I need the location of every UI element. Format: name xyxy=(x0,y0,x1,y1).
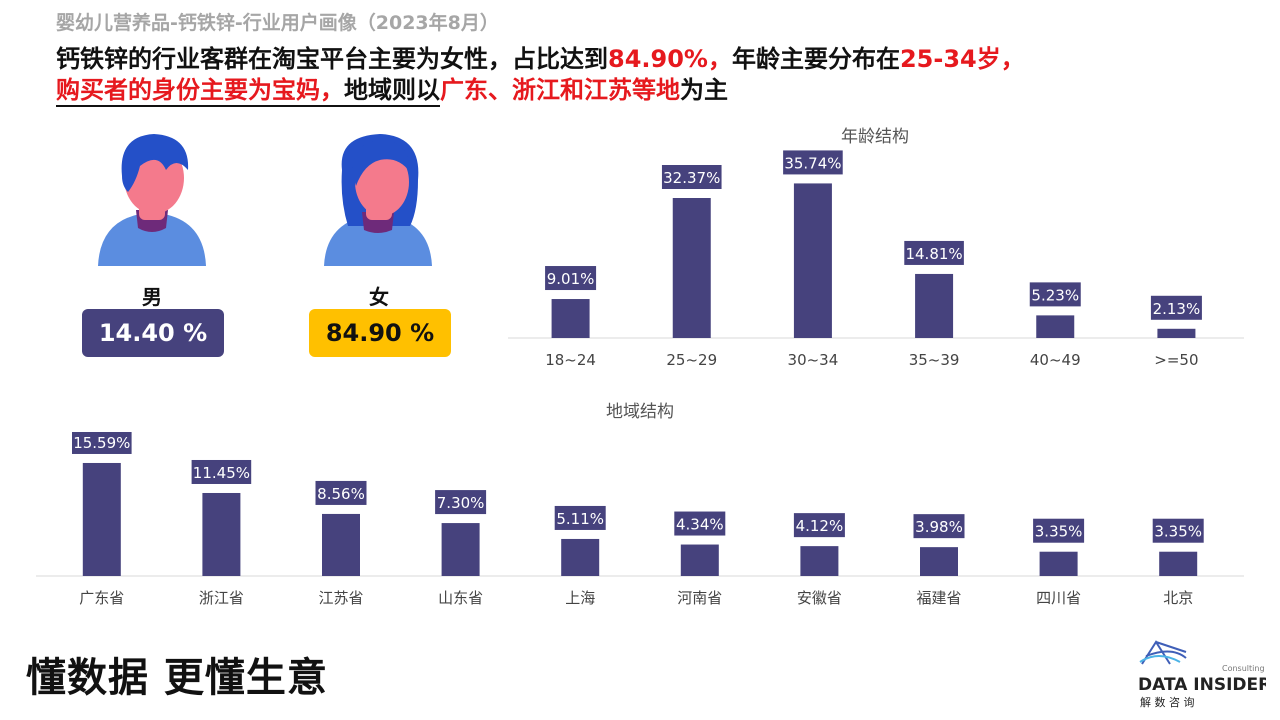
data-label: 15.59% xyxy=(73,434,130,452)
data-label-box xyxy=(1033,518,1085,543)
data-label: 32.37% xyxy=(663,169,720,187)
data-label-box xyxy=(793,513,845,538)
male-percentage-badge: 14.40 % xyxy=(82,309,224,357)
male-avatar-icon xyxy=(98,134,206,266)
bar xyxy=(920,547,958,576)
bar xyxy=(793,183,832,338)
headline-highlight: 广东、浙江和江苏等地 xyxy=(440,76,680,104)
data-label-box xyxy=(661,164,722,189)
region-bar-chart: 15.59% 广东省 11.45% 浙江省 8.56% 江苏省 7.30% 山东省 5.11% 上… xyxy=(36,432,1244,607)
bar xyxy=(672,197,711,338)
category-label: 河南省 xyxy=(677,589,722,607)
headline-part: 钙铁锌的行业客群在淘宝平台主要为女性，占比达到 xyxy=(56,45,608,73)
female-percentage-badge: 84.90 % xyxy=(309,309,451,357)
data-label-box xyxy=(1150,295,1202,320)
data-label: 35.74% xyxy=(784,154,841,172)
category-label: 江苏省 xyxy=(318,589,363,607)
data-label: 3.35% xyxy=(1154,523,1202,541)
category-label: 25~29 xyxy=(666,351,717,369)
category-label: 北京 xyxy=(1163,589,1193,607)
bar xyxy=(561,538,600,576)
data-label: 5.23% xyxy=(1031,286,1079,304)
female-avatar-icon xyxy=(324,134,432,266)
headline-underlined: 购买者的身份主要为宝妈，地域则以 xyxy=(56,76,440,107)
data-label-box xyxy=(191,459,252,484)
category-label: >=50 xyxy=(1154,351,1198,369)
bar xyxy=(1159,551,1198,576)
age-bar-chart: 9.01% 18~24 32.37% 25~29 35.74% 30~34 14.81% 35… xyxy=(508,150,1244,369)
bar xyxy=(441,523,480,576)
category-label: 福建省 xyxy=(916,589,961,607)
data-label: 7.30% xyxy=(437,494,485,512)
data-label-box xyxy=(72,432,132,454)
data-label-box xyxy=(783,150,843,175)
data-label: 14.81% xyxy=(905,245,962,263)
data-label: 2.13% xyxy=(1153,300,1201,318)
category-label: 30~34 xyxy=(788,351,839,369)
data-label: 11.45% xyxy=(193,464,250,482)
bar xyxy=(82,462,121,576)
slogan: 懂数据 更懂生意 xyxy=(26,655,328,701)
category-label: 上海 xyxy=(565,589,595,607)
bar xyxy=(551,299,590,338)
page-subtitle: 婴幼儿营养品-钙铁锌-行业用户画像（2023年8月） xyxy=(56,12,499,34)
data-label: 5.11% xyxy=(556,510,604,528)
bar xyxy=(1039,551,1078,576)
data-label-box xyxy=(1029,282,1081,307)
data-label-box xyxy=(674,511,726,536)
data-label-box xyxy=(435,490,487,515)
bar xyxy=(915,273,954,338)
bar xyxy=(202,492,241,576)
female-label: 女 xyxy=(369,285,389,309)
data-label-box xyxy=(545,266,597,291)
region-chart-title: 地域结构 xyxy=(606,402,674,422)
male-label: 男 xyxy=(142,285,162,309)
data-label-box xyxy=(904,240,964,265)
category-label: 安徽省 xyxy=(797,589,842,607)
headline-part: 地域则以 xyxy=(344,76,440,104)
data-label-box xyxy=(913,514,965,539)
headline-highlight: 25-34岁， xyxy=(899,45,1025,73)
category-label: 35~39 xyxy=(909,351,960,369)
bar xyxy=(1157,328,1196,338)
logo-main-text: DATA INSIDER xyxy=(1138,675,1266,695)
headline: 钙铁锌的行业客群在淘宝平台主要为女性，占比达到84.90%，年龄主要分布在25-… xyxy=(56,44,1176,107)
headline-part: 年龄主要分布在 xyxy=(731,45,900,73)
bar xyxy=(800,546,839,576)
category-label: 广东省 xyxy=(79,589,124,607)
data-insider-logo: Consulting DATA INSIDER 解 数 咨 询 xyxy=(1138,640,1266,709)
data-label: 8.56% xyxy=(317,485,365,503)
category-label: 山东省 xyxy=(438,589,483,607)
data-label: 3.35% xyxy=(1035,523,1083,541)
data-label: 4.34% xyxy=(676,516,724,534)
data-label-box xyxy=(315,480,367,505)
headline-highlight: 84.90%， xyxy=(608,45,732,73)
logo-cn-text: 解 数 咨 询 xyxy=(1140,695,1195,709)
logo-small-text: Consulting xyxy=(1222,664,1265,673)
age-chart-title: 年龄结构 xyxy=(841,127,909,147)
category-label: 18~24 xyxy=(545,351,596,369)
data-label: 9.01% xyxy=(547,270,595,288)
headline-highlight: 购买者的身份主要为宝妈， xyxy=(56,76,344,104)
data-label: 3.98% xyxy=(915,518,963,536)
data-label: 4.12% xyxy=(796,517,844,535)
bar xyxy=(1036,315,1075,338)
category-label: 四川省 xyxy=(1036,589,1081,607)
data-label-box xyxy=(1152,518,1204,543)
headline-part: 为主 xyxy=(680,76,728,104)
bar xyxy=(680,544,719,576)
data-label-box xyxy=(554,505,606,530)
category-label: 40~49 xyxy=(1030,351,1081,369)
bar xyxy=(322,513,360,576)
category-label: 浙江省 xyxy=(199,589,244,607)
